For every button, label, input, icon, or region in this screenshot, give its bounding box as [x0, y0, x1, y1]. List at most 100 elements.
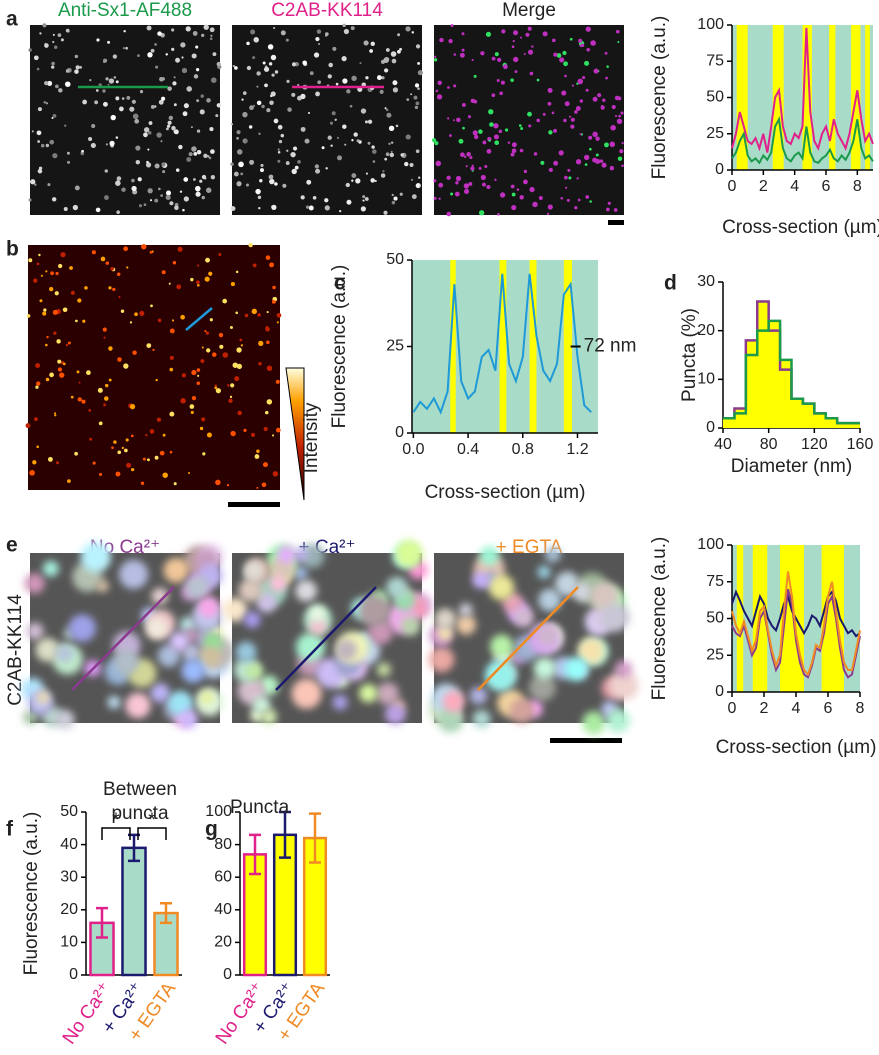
speckle	[97, 387, 103, 393]
speckle	[196, 280, 200, 285]
speckle	[121, 97, 125, 100]
speckle	[187, 471, 190, 474]
speckle	[360, 206, 366, 212]
speckle	[131, 178, 135, 183]
speckle	[308, 205, 314, 211]
speckle	[491, 56, 496, 61]
speckle	[123, 363, 129, 369]
speckle	[116, 272, 121, 276]
speckle	[79, 65, 82, 69]
speckle	[207, 155, 210, 158]
speckle	[188, 152, 193, 157]
speckle	[230, 383, 235, 388]
speckle	[617, 41, 620, 44]
speckle	[376, 682, 400, 706]
speckle	[486, 148, 492, 154]
speckle	[172, 261, 177, 265]
speckle	[469, 686, 488, 705]
y-tick-label: 50	[706, 89, 724, 106]
speckle	[395, 124, 399, 128]
speckle	[130, 434, 134, 438]
error-bar	[249, 833, 261, 876]
speckle	[372, 149, 377, 154]
speckle	[150, 304, 153, 308]
speckle	[493, 134, 499, 140]
speckle	[236, 181, 242, 187]
series-line	[731, 116, 874, 165]
speckle	[209, 318, 213, 322]
speckle	[35, 637, 60, 662]
speckle	[92, 461, 96, 465]
speckle	[86, 370, 91, 376]
speckle	[96, 38, 100, 42]
speckle	[200, 691, 214, 705]
speckle	[345, 182, 350, 188]
speckle	[239, 338, 243, 342]
panel-label: e	[6, 534, 18, 557]
speckle	[478, 166, 482, 170]
speckle	[583, 60, 590, 66]
speckle	[43, 101, 47, 104]
histogram-bar	[745, 355, 758, 428]
speckle	[263, 66, 270, 72]
speckle	[34, 417, 38, 422]
speckle	[433, 58, 438, 62]
speckle	[162, 472, 168, 478]
speckle	[455, 175, 462, 182]
speckle	[81, 399, 86, 404]
speckle	[163, 557, 189, 583]
speckle	[139, 310, 145, 316]
speckle	[312, 195, 317, 200]
speckle	[165, 190, 172, 196]
speckle	[169, 631, 190, 652]
x-tick-label: 4	[790, 178, 799, 195]
speckle	[74, 451, 78, 456]
speckle	[218, 253, 222, 257]
speckle	[169, 201, 174, 206]
speckle	[346, 199, 352, 205]
speckle	[578, 38, 583, 43]
speckle	[129, 403, 136, 410]
speckle	[243, 428, 247, 433]
speckle	[519, 36, 523, 39]
speckle	[570, 124, 575, 129]
speckle	[609, 165, 615, 171]
speckle	[580, 43, 585, 48]
speckle	[180, 398, 186, 404]
speckle	[280, 30, 286, 36]
speckle	[65, 69, 70, 73]
speckle	[135, 159, 141, 165]
speckle	[82, 99, 88, 105]
speckle	[414, 105, 419, 110]
speckle	[260, 708, 277, 725]
speckle	[364, 197, 369, 201]
speckle	[192, 31, 198, 36]
speckle	[501, 29, 506, 34]
speckle	[291, 92, 296, 97]
y-tick-label: 40	[60, 836, 78, 853]
speckle	[161, 162, 166, 167]
speckle	[384, 157, 388, 161]
speckle	[190, 277, 194, 282]
speckle	[381, 76, 385, 80]
speckle	[49, 139, 55, 145]
speckle	[400, 616, 421, 636]
speckle	[115, 96, 120, 101]
speckle	[205, 257, 210, 263]
speckle	[209, 37, 213, 41]
speckle	[447, 117, 450, 120]
y-tick-label: 25	[386, 338, 404, 355]
speckle	[399, 192, 403, 196]
speckle	[494, 140, 500, 146]
speckle	[276, 312, 282, 318]
speckle	[585, 88, 589, 92]
speckle	[113, 649, 139, 675]
speckle	[608, 670, 639, 701]
speckle	[195, 45, 199, 49]
speckle	[466, 152, 471, 157]
speckle	[235, 641, 257, 663]
speckle	[227, 384, 230, 387]
speckle	[48, 456, 53, 462]
speckle	[60, 252, 66, 258]
highlight-band	[499, 260, 507, 433]
